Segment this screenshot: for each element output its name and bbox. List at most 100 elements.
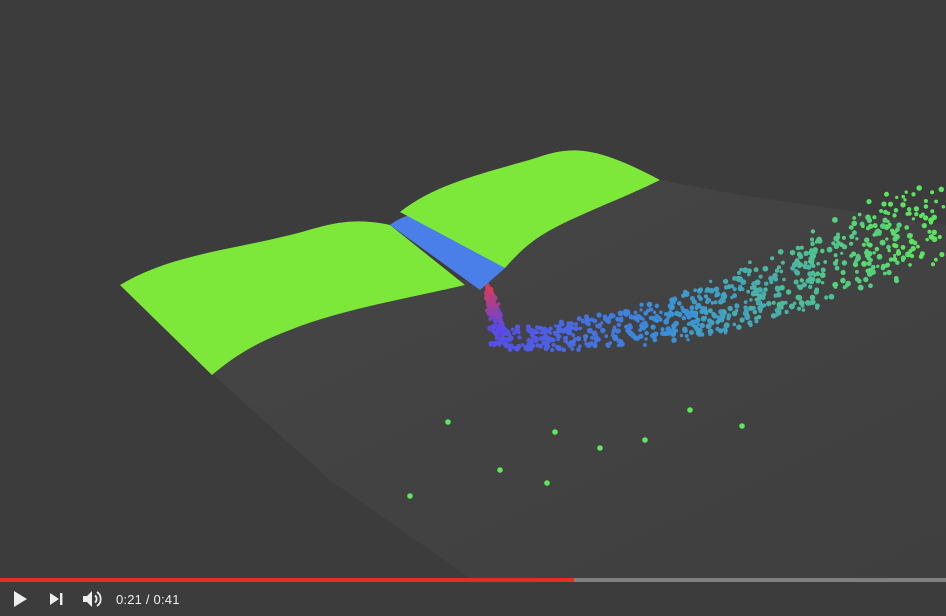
particle: [581, 319, 585, 324]
particle: [868, 223, 874, 229]
particle: [796, 306, 802, 311]
particle: [698, 287, 704, 293]
particle: [593, 339, 598, 344]
particle: [569, 325, 574, 331]
particle: [703, 294, 709, 299]
particle: [793, 279, 799, 285]
particle: [644, 337, 648, 341]
time-display: 0:21 / 0:41: [116, 592, 180, 607]
particle: [887, 248, 891, 253]
particle: [623, 311, 628, 317]
particle: [546, 336, 552, 342]
particle: [561, 347, 567, 353]
particle: [716, 315, 721, 320]
particle: [719, 313, 726, 320]
particle: [861, 260, 868, 267]
play-icon: [11, 590, 29, 608]
particle: [911, 192, 916, 197]
progress-bar[interactable]: [0, 578, 946, 582]
particle: [803, 260, 808, 265]
particle: [677, 311, 683, 318]
particle: [503, 342, 509, 348]
particle: [809, 248, 814, 252]
particle: [494, 308, 501, 315]
particle: [892, 242, 897, 248]
particle: [753, 291, 760, 297]
particle: [654, 303, 660, 309]
particle: [600, 321, 604, 325]
particle: [635, 314, 642, 320]
particle: [727, 306, 732, 311]
particle: [831, 241, 836, 246]
particle-cloud: [407, 185, 946, 499]
particle: [746, 289, 750, 294]
particle: [721, 293, 728, 300]
particle: [820, 281, 825, 285]
particle: [911, 217, 916, 221]
particle: [812, 247, 818, 253]
particle: [500, 335, 505, 340]
particle: [880, 265, 886, 271]
particle: [486, 301, 493, 308]
particle: [888, 257, 894, 262]
particle: [823, 260, 828, 264]
next-button[interactable]: [38, 582, 74, 616]
particle: [689, 310, 696, 317]
particle: [710, 301, 715, 305]
particle: [799, 245, 804, 250]
green-sheet-left: [120, 221, 465, 375]
particle: [925, 237, 929, 242]
particle: [831, 216, 838, 223]
particle: [910, 245, 916, 252]
particle: [582, 333, 589, 340]
particle: [587, 328, 592, 333]
particle: [556, 327, 563, 334]
particle: [740, 279, 747, 285]
particle: [841, 235, 846, 240]
particle: [692, 324, 698, 329]
particle: [689, 305, 695, 311]
next-icon: [48, 591, 64, 607]
particle: [833, 253, 838, 258]
particle: [879, 208, 884, 214]
volume-button[interactable]: [74, 582, 110, 616]
particle: [504, 330, 511, 336]
particle: [721, 308, 726, 314]
particle: [551, 338, 556, 342]
particle: [507, 347, 513, 352]
particle: [627, 330, 634, 337]
particle: [732, 276, 737, 281]
particle: [905, 251, 912, 258]
particle: [722, 278, 729, 285]
particle: [563, 336, 567, 340]
particle: [698, 296, 703, 302]
particle: [808, 284, 813, 290]
particle: [820, 267, 826, 273]
particle: [704, 289, 708, 294]
particle: [498, 330, 504, 336]
particle: [861, 224, 865, 229]
particle: [612, 335, 619, 342]
particle: [751, 305, 756, 311]
particle: [754, 279, 761, 286]
particle: [445, 419, 451, 425]
particle: [654, 318, 660, 323]
particle: [617, 310, 624, 317]
particle: [876, 264, 880, 268]
particle: [508, 335, 514, 341]
particle: [851, 230, 857, 236]
particle: [572, 337, 578, 342]
particle: [723, 322, 730, 328]
particle: [550, 347, 555, 353]
particle: [931, 229, 937, 235]
play-button[interactable]: [2, 582, 38, 616]
particle: [639, 308, 643, 312]
particle: [650, 335, 655, 339]
particle: [671, 337, 677, 343]
particle: [890, 228, 895, 233]
particle: [681, 309, 686, 314]
particle: [774, 285, 781, 292]
particle: [886, 244, 891, 250]
